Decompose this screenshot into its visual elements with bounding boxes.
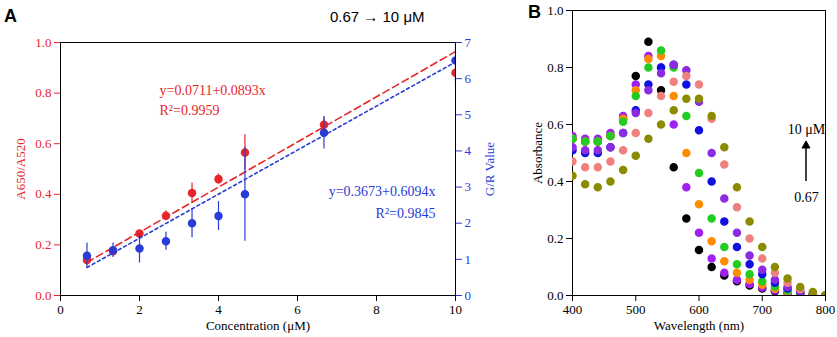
svg-text:10: 10 [449,302,462,317]
svg-text:Concentration (μM): Concentration (μM) [206,318,310,333]
svg-text:0.2: 0.2 [547,231,563,246]
svg-text:500: 500 [626,302,646,317]
svg-text:0.4: 0.4 [547,174,564,189]
svg-text:5: 5 [465,107,472,122]
svg-text:2: 2 [465,215,472,230]
svg-text:y=0.0711+0.0893x: y=0.0711+0.0893x [160,83,266,98]
svg-text:8: 8 [373,302,380,317]
svg-text:800: 800 [816,302,836,317]
svg-text:Wavelength (nm): Wavelength (nm) [654,318,744,333]
svg-text:y=0.3673+0.6094x: y=0.3673+0.6094x [329,184,436,199]
svg-text:1.0: 1.0 [35,35,51,50]
svg-text:2: 2 [136,302,143,317]
svg-text:3: 3 [465,179,472,194]
svg-text:600: 600 [689,302,709,317]
svg-text:0.8: 0.8 [547,60,563,75]
svg-text:400: 400 [563,302,583,317]
svg-text:700: 700 [753,302,773,317]
svg-text:A650/A520: A650/A520 [13,138,28,199]
svg-text:R²=0.9845: R²=0.9845 [376,206,436,221]
svg-text:Absorbance: Absorbance [530,122,545,184]
svg-text:4: 4 [215,302,222,317]
svg-text:0.2: 0.2 [35,237,51,252]
html-text:B: B [528,2,541,22]
svg-text:1: 1 [465,252,472,267]
svg-text:0.8: 0.8 [35,85,51,100]
svg-text:0.6: 0.6 [35,136,52,151]
svg-text:6: 6 [294,302,301,317]
svg-text:0.4: 0.4 [35,186,52,201]
svg-text:1.0: 1.0 [547,3,563,18]
svg-text:0: 0 [465,288,472,303]
svg-text:0.6: 0.6 [547,117,564,132]
html-text:A: A [4,6,17,26]
svg-text:0.0: 0.0 [547,288,563,303]
svg-text:0.0: 0.0 [35,288,51,303]
svg-text:10 μM: 10 μM [788,122,826,137]
html-text:0.67 → 10 μM: 0.67 → 10 μM [330,8,425,25]
svg-text:0.67: 0.67 [794,190,819,205]
svg-text:6: 6 [465,71,472,86]
svg-text:R²=0.9959: R²=0.9959 [160,103,220,118]
svg-text:4: 4 [465,143,472,158]
svg-text:7: 7 [465,35,472,50]
svg-text:0: 0 [57,302,64,317]
svg-text:G/R Value: G/R Value [482,142,497,197]
